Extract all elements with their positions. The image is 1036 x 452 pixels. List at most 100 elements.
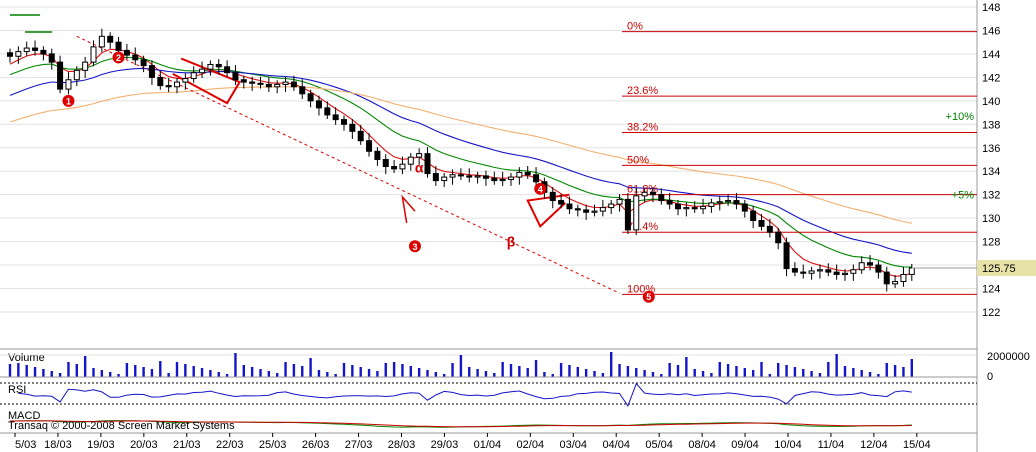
volume-bar [518,366,521,377]
volume-bar [543,372,546,377]
candle-body [758,219,765,227]
candle-body [482,175,489,179]
candle-body [892,280,899,285]
price-tick-label: 148 [982,2,1000,14]
candle-body [516,171,523,178]
candle-body [98,35,105,48]
volume-bar [843,366,847,377]
candle-body [332,114,339,121]
candle-body [107,35,114,43]
price-tick-label: 144 [982,49,1000,61]
price-tick-label: 130 [982,213,1000,225]
wave-label-circle [112,51,125,64]
volume-bar [242,365,245,377]
time-tick-label: 25/03 [259,439,287,451]
volume-bar [309,358,312,377]
candle-body [574,208,581,211]
candle-body [441,176,448,182]
volume-bar [484,371,488,377]
rsi-label: RSI [8,384,26,396]
time-tick-label: 28/03 [388,439,416,451]
volume-bar [643,370,646,377]
volume-bar [359,367,362,377]
volume-bar [175,362,179,377]
price-tick-label: 142 [982,72,1000,84]
candle-body [708,202,715,207]
volume-bar [852,368,855,377]
volume-bar [342,363,346,377]
time-tick-label: 15/04 [903,439,931,451]
volume-bar [601,373,605,377]
volume-bar [83,356,87,377]
candle-body [766,225,773,233]
volume-bar [743,368,746,377]
volume-panel: Volume 2000000 0 [0,351,1030,383]
price-tick-label: 128 [982,237,1000,249]
candle-body [533,174,540,183]
volume-bar [42,369,45,377]
candle-body [224,66,231,74]
candle-body [73,69,80,81]
price-tick-label: 138 [982,119,1000,131]
price-tick-label: 146 [982,25,1000,37]
wave-label-text: 4 [538,184,543,194]
annotations: αβ [415,159,516,249]
candle-body [315,100,322,109]
candle-body [265,83,272,88]
volume-bar [209,370,212,377]
candle-body [115,41,122,51]
volume-bar [877,374,880,377]
volume-bar [326,372,329,377]
volume-bar [910,359,913,377]
candle-body [82,61,89,71]
candle-body [675,203,681,210]
candle-body [499,178,506,182]
candle-body [132,54,139,61]
volume-bar [827,362,830,377]
candle-body [591,210,598,213]
volume-bar [793,367,797,377]
pct-marker-label: +5% [952,190,975,202]
fib-label: 0% [627,21,643,33]
candle-body [791,268,798,273]
candle-body [816,269,823,272]
volume-label: Volume [8,352,45,364]
ma-slow-line [9,67,912,254]
candle-body [382,158,389,168]
candle-body [457,174,464,177]
pct-marker-label: +10% [946,111,975,123]
volume-bar [284,362,287,377]
price-tick-label: 134 [982,166,1000,178]
candle-body [683,207,690,210]
volume-bar [351,365,354,377]
volume-bar [125,363,129,377]
wave-label-text: 2 [116,53,121,63]
candle-body [432,173,439,182]
candle-body [558,200,565,205]
volume-bar [501,362,504,377]
volume-bar [618,364,621,377]
volume-bar [50,371,53,377]
candle-body [716,201,723,204]
candle-body [290,81,297,88]
time-tick-label: 01/04 [474,439,502,451]
candle-body [249,81,256,84]
candle-body [783,242,790,270]
price-tick-label: 124 [982,284,1000,296]
copyright-text: Transaq © 2000-2008 Screen Market System… [8,420,235,432]
volume-bar [476,369,479,377]
volume-bar [443,374,446,377]
candle-body [875,264,882,273]
candle-body [424,153,431,175]
candle-body [391,166,398,170]
candle-body [649,191,656,196]
candle-body [366,140,373,152]
volume-bar [559,363,563,377]
candle-body [324,107,331,116]
volume-bar [451,363,454,377]
time-tick-label: 12/04 [860,439,888,451]
volume-bar [626,366,630,377]
volume-bar [868,372,872,377]
candle-body [140,59,147,67]
volume-bar [142,367,145,377]
